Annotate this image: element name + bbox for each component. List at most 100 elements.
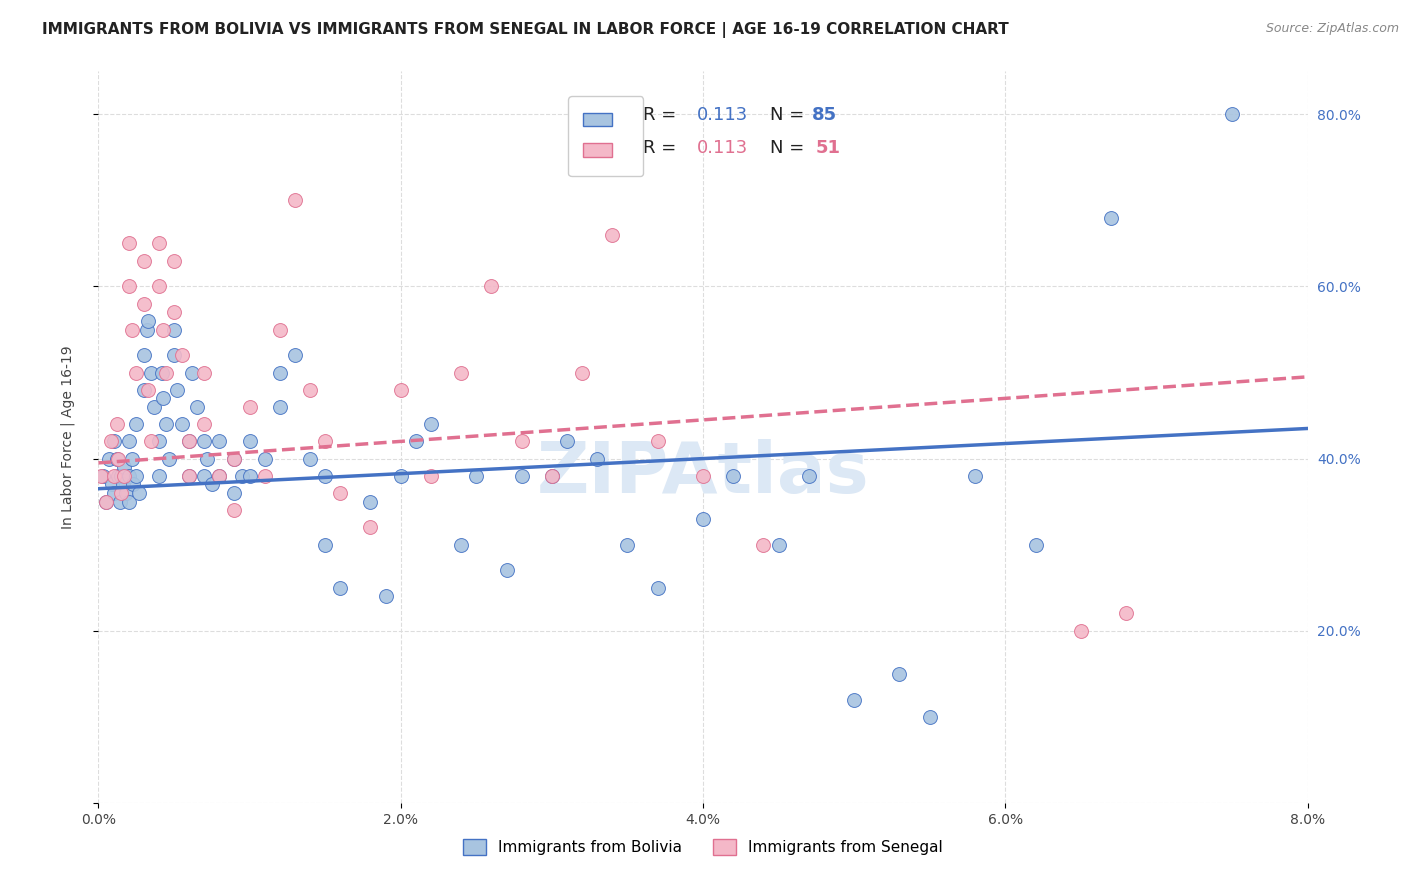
Point — [108, 494, 131, 508]
Point — [299, 383, 322, 397]
Point — [166, 383, 188, 397]
Point — [314, 434, 336, 449]
Point — [94, 494, 117, 508]
Point — [465, 468, 488, 483]
Point — [692, 468, 714, 483]
Point — [586, 451, 609, 466]
Point — [284, 194, 307, 208]
Point — [107, 451, 129, 466]
Point — [141, 366, 163, 380]
Point — [224, 503, 246, 517]
Point — [231, 468, 253, 483]
Point — [91, 468, 114, 483]
Point — [163, 253, 186, 268]
Point — [148, 279, 170, 293]
Point — [193, 417, 215, 432]
Point — [269, 366, 291, 380]
Point — [94, 494, 117, 508]
Point — [374, 589, 396, 603]
Point — [163, 348, 186, 362]
Point — [224, 451, 246, 466]
Point — [329, 581, 352, 595]
Text: ZIPAtlas: ZIPAtlas — [537, 439, 869, 508]
Point — [112, 460, 135, 475]
Point — [239, 400, 262, 414]
Point — [107, 468, 129, 483]
Point — [170, 417, 193, 432]
Point — [239, 468, 262, 483]
Point — [253, 468, 276, 483]
Point — [540, 468, 562, 483]
Point — [90, 468, 112, 483]
Point — [918, 710, 941, 724]
Point — [105, 451, 128, 466]
Point — [420, 468, 443, 483]
Point — [125, 417, 148, 432]
Point — [224, 451, 246, 466]
Point — [135, 322, 157, 336]
Point — [136, 314, 159, 328]
Point — [170, 348, 193, 362]
Text: 51: 51 — [815, 138, 841, 157]
Point — [110, 468, 132, 483]
Point — [148, 434, 170, 449]
Point — [186, 400, 208, 414]
Point — [181, 366, 204, 380]
Point — [329, 486, 352, 500]
Point — [118, 279, 141, 293]
Point — [495, 564, 517, 578]
Point — [118, 434, 141, 449]
Point — [163, 322, 186, 336]
Point — [555, 434, 578, 449]
Point — [148, 468, 170, 483]
Point — [844, 692, 866, 706]
Point — [103, 486, 125, 500]
Point — [125, 468, 148, 483]
Point — [889, 666, 911, 681]
Point — [647, 581, 669, 595]
Point — [193, 468, 215, 483]
Point — [965, 468, 987, 483]
Text: Source: ZipAtlas.com: Source: ZipAtlas.com — [1265, 22, 1399, 36]
Point — [602, 227, 624, 242]
Point — [692, 512, 714, 526]
Point — [193, 434, 215, 449]
Point — [132, 296, 155, 310]
Point — [1099, 211, 1122, 225]
Point — [208, 468, 231, 483]
Point — [269, 322, 291, 336]
Text: R =: R = — [643, 138, 682, 157]
Point — [101, 477, 124, 491]
Point — [148, 236, 170, 251]
Point — [450, 366, 472, 380]
Point — [314, 468, 336, 483]
Point — [132, 348, 155, 362]
Point — [152, 322, 174, 336]
Text: IMMIGRANTS FROM BOLIVIA VS IMMIGRANTS FROM SENEGAL IN LABOR FORCE | AGE 16-19 CO: IMMIGRANTS FROM BOLIVIA VS IMMIGRANTS FR… — [42, 22, 1010, 38]
Point — [616, 538, 638, 552]
Point — [420, 417, 443, 432]
Point — [571, 366, 593, 380]
Point — [136, 383, 159, 397]
Point — [122, 477, 145, 491]
Point — [155, 417, 177, 432]
Point — [179, 468, 201, 483]
Point — [360, 494, 382, 508]
Point — [314, 538, 336, 552]
Point — [201, 477, 224, 491]
Point — [150, 366, 173, 380]
Point — [450, 538, 472, 552]
Text: 0.113: 0.113 — [697, 106, 748, 125]
Point — [253, 451, 276, 466]
Point — [179, 434, 201, 449]
Point — [118, 494, 141, 508]
Point — [118, 236, 141, 251]
Point — [647, 434, 669, 449]
Point — [768, 538, 790, 552]
Point — [103, 434, 125, 449]
Point — [1025, 538, 1047, 552]
Point — [1070, 624, 1092, 638]
Point — [405, 434, 427, 449]
Point — [110, 486, 132, 500]
Point — [269, 400, 291, 414]
